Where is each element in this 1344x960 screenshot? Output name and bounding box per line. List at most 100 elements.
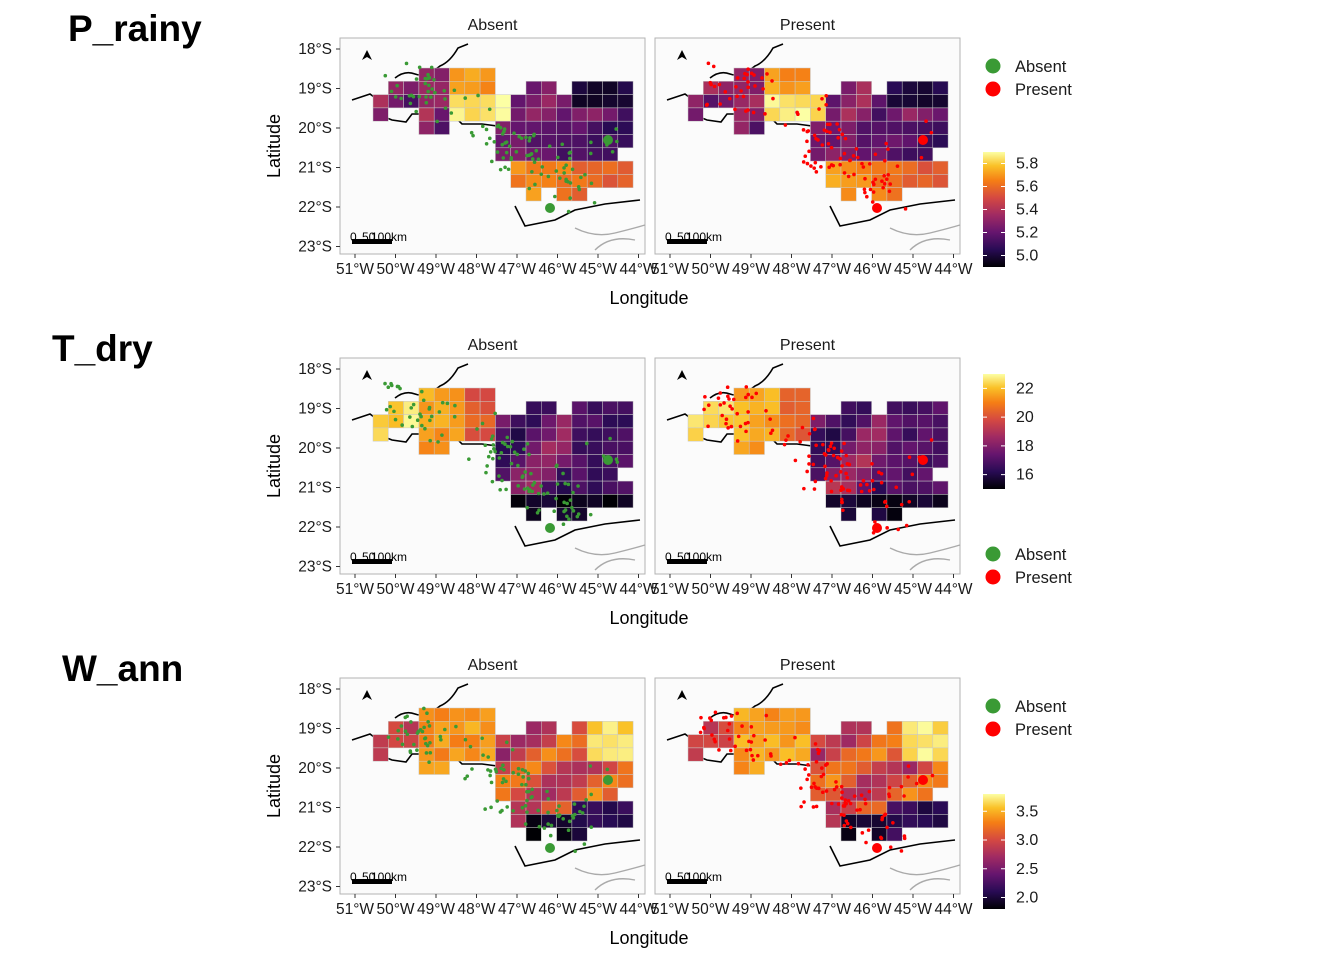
heat-cell	[871, 747, 888, 762]
heat-cell	[525, 120, 542, 135]
occurrence-point	[830, 801, 834, 806]
occurrence-point	[866, 828, 871, 832]
occurrence-point	[408, 749, 413, 753]
heat-cell	[602, 440, 619, 455]
occurrence-point	[546, 797, 551, 801]
heat-cell	[856, 174, 872, 188]
occurrence-point	[733, 744, 737, 749]
occurrence-point	[546, 822, 550, 826]
heat-cell	[748, 414, 765, 429]
occurrence-point	[884, 141, 889, 146]
heat-cell	[464, 107, 481, 122]
heat-cell	[433, 414, 450, 429]
occurrence-point	[840, 464, 844, 468]
x-tick-label: 49°W	[417, 581, 455, 598]
heat-cell	[687, 414, 704, 429]
occurrence-point	[724, 417, 729, 421]
occurrence-point	[556, 814, 561, 819]
x-tick-label: 51°W	[651, 901, 689, 918]
occurrence-point	[588, 151, 593, 156]
heat-cell	[825, 427, 842, 442]
heat-cell	[479, 707, 496, 722]
heat-cell	[449, 67, 466, 82]
heat-cell	[586, 134, 603, 149]
heat-cell	[825, 774, 842, 789]
legend-key-present	[985, 569, 1001, 585]
occurrence-point	[882, 173, 886, 178]
occurrence-point	[400, 423, 404, 427]
occurrence-point	[845, 475, 850, 480]
occurrence-point	[814, 804, 819, 809]
heat-cell	[733, 721, 750, 735]
x-tick-label: 45°W	[894, 581, 932, 598]
boundary-line	[574, 864, 646, 891]
heat-cell	[541, 120, 557, 135]
heat-cell	[901, 134, 918, 149]
occurrence-point	[738, 424, 743, 429]
occurrence-point	[408, 415, 412, 419]
occurrence-point	[561, 471, 565, 476]
occurrence-point	[860, 831, 865, 835]
occurrence-point	[859, 793, 864, 797]
occurrence-point	[589, 181, 594, 186]
heat-cell	[932, 120, 949, 135]
occurrence-point	[744, 748, 749, 753]
occurrence-point	[420, 423, 424, 428]
occurrence-point	[727, 722, 732, 726]
row-title-t-dry: T_dry	[52, 328, 153, 369]
scale-bar	[352, 559, 392, 564]
occurrence-point	[522, 487, 527, 491]
heat-cell	[886, 174, 903, 188]
heat-cell	[917, 147, 934, 162]
occurrence-point	[480, 736, 484, 741]
occurrence-point	[827, 165, 831, 170]
heat-cell	[856, 81, 872, 95]
heat-cell	[794, 94, 811, 109]
occurrence-point	[425, 743, 430, 748]
x-tick-label: 51°W	[336, 261, 374, 278]
occurrence-point	[729, 714, 734, 718]
occurrence-point	[490, 159, 494, 164]
occurrence-point	[814, 760, 819, 764]
occurrence-point	[872, 523, 882, 533]
occurrence-point	[509, 461, 514, 466]
occurrence-point	[841, 508, 845, 513]
occurrence-point	[852, 172, 856, 177]
heat-cell	[586, 107, 603, 122]
occurrence-point	[902, 794, 906, 798]
heat-cell	[901, 81, 918, 95]
boundary-line	[829, 199, 956, 227]
occurrence-point	[615, 139, 619, 144]
occurrence-point	[708, 716, 712, 720]
heat-cell	[764, 81, 781, 95]
heat-cell	[602, 747, 619, 762]
heat-cell	[510, 787, 527, 802]
occurrence-point	[396, 737, 400, 741]
heat-cell	[810, 774, 826, 789]
occurrence-point	[475, 427, 479, 431]
occurrence-point	[418, 412, 422, 416]
heat-cell	[932, 774, 949, 789]
occurrence-point	[930, 773, 935, 778]
occurrence-point	[414, 109, 418, 114]
occurrence-point	[806, 773, 811, 777]
heat-cell	[541, 454, 557, 469]
occurrence-point	[838, 469, 843, 474]
occurrence-point	[530, 787, 534, 792]
occurrence-point	[859, 489, 864, 494]
heat-cell	[886, 827, 903, 842]
occurrence-point	[914, 781, 919, 786]
heat-cell	[871, 94, 888, 109]
heat-cell	[525, 187, 542, 202]
heat-cell	[602, 401, 619, 415]
occurrence-point	[771, 96, 775, 101]
occurrence-point	[731, 397, 736, 402]
heat-cell	[602, 734, 619, 749]
occurrence-point	[842, 171, 847, 175]
occurrence-point	[730, 407, 734, 411]
occurrence-point	[445, 401, 450, 406]
occurrence-point	[491, 443, 496, 447]
occurrence-point	[424, 95, 428, 99]
occurrence-point	[812, 487, 817, 491]
occurrence-point	[842, 823, 847, 828]
